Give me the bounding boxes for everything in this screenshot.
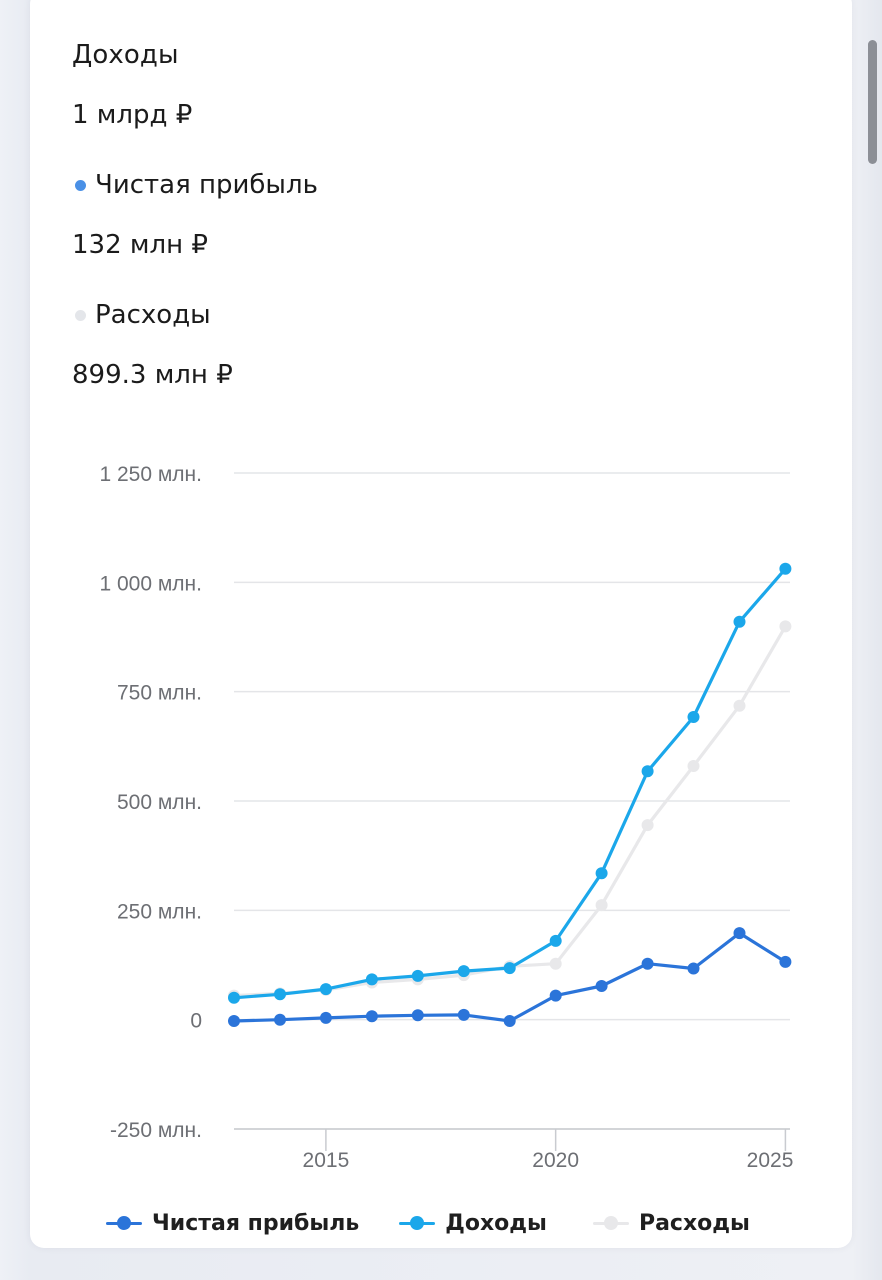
data-point — [274, 1013, 286, 1026]
legend-swatch-icon — [399, 1216, 436, 1230]
data-point — [228, 1015, 240, 1027]
data-point — [687, 760, 700, 772]
data-point — [503, 1015, 516, 1027]
y-tick-label: 750 млн. — [117, 682, 202, 705]
series-line — [232, 624, 787, 998]
legend-label: Расходы — [638, 1210, 750, 1236]
line-chart: 1 250 млн. 1 000 млн. 750 млн. 500 млн. 250 … — [99, 463, 794, 1172]
legend-swatch-icon — [106, 1216, 142, 1230]
data-point — [319, 1011, 332, 1024]
summary-expenses: Расходы — [72, 298, 211, 332]
data-point — [549, 934, 562, 947]
x-tick-label: 2020 — [532, 1149, 579, 1172]
summary-net-profit: Чистая прибыль — [72, 168, 318, 202]
chart-legend: Чистая прибыль Доходы Расходы — [106, 1206, 790, 1240]
legend-item[interactable]: Чистая прибыль — [106, 1211, 359, 1236]
legend-swatch-icon — [592, 1216, 629, 1230]
expenses-dot-icon — [75, 309, 86, 321]
data-point — [274, 988, 286, 1001]
x-tick-label: 2015 — [303, 1149, 350, 1172]
data-point — [595, 867, 608, 880]
legend-item[interactable]: Доходы — [399, 1211, 547, 1236]
data-point — [779, 620, 792, 633]
legend-item[interactable]: Расходы — [592, 1210, 750, 1236]
legend-label: Доходы — [445, 1210, 547, 1236]
data-point — [228, 991, 240, 1004]
legend-label: Чистая прибыль — [152, 1210, 360, 1236]
summary-revenue-value: 1 млрд ₽ — [72, 100, 193, 130]
y-tick-label: 500 млн. — [117, 791, 202, 814]
data-point — [457, 965, 470, 978]
data-point — [503, 962, 516, 975]
x-tick-label: 2025 — [747, 1149, 794, 1172]
data-point — [641, 957, 654, 970]
series-line — [232, 567, 787, 1000]
data-point — [687, 711, 700, 723]
data-point — [687, 962, 700, 975]
y-tick-label: 250 млн. — [117, 900, 202, 923]
data-point — [779, 955, 792, 968]
data-point — [595, 899, 608, 912]
data-point — [641, 819, 654, 832]
revenue-card — [30, 0, 852, 1248]
net-profit-dot-icon — [75, 179, 86, 191]
data-point — [779, 562, 792, 575]
y-tick-label: 1 000 млн. — [99, 572, 202, 595]
data-point — [365, 973, 378, 986]
data-point — [595, 980, 608, 992]
data-point — [549, 989, 562, 1002]
data-point — [365, 1010, 378, 1023]
y-tick-label: 1 250 млн. — [99, 463, 202, 486]
series-line — [232, 931, 787, 1023]
summary-net-profit-value: 132 млн ₽ — [72, 230, 208, 260]
data-point — [457, 1008, 470, 1021]
summary-expenses-label: Расходы — [95, 300, 211, 330]
data-point — [411, 969, 424, 982]
y-tick-label: 0 — [190, 1010, 202, 1033]
data-point — [733, 699, 746, 712]
data-point — [641, 765, 654, 778]
summary-title: Доходы — [72, 40, 179, 70]
data-point — [733, 615, 746, 628]
summary-net-profit-label: Чистая прибыль — [95, 170, 318, 200]
data-point — [549, 957, 562, 970]
data-point — [411, 1009, 424, 1022]
scrollbar-thumb[interactable] — [868, 40, 877, 164]
data-point — [319, 983, 332, 996]
y-tick-label: -250 млн. — [110, 1119, 202, 1142]
summary-expenses-value: 899.3 млн ₽ — [72, 360, 233, 390]
data-point — [733, 927, 746, 940]
